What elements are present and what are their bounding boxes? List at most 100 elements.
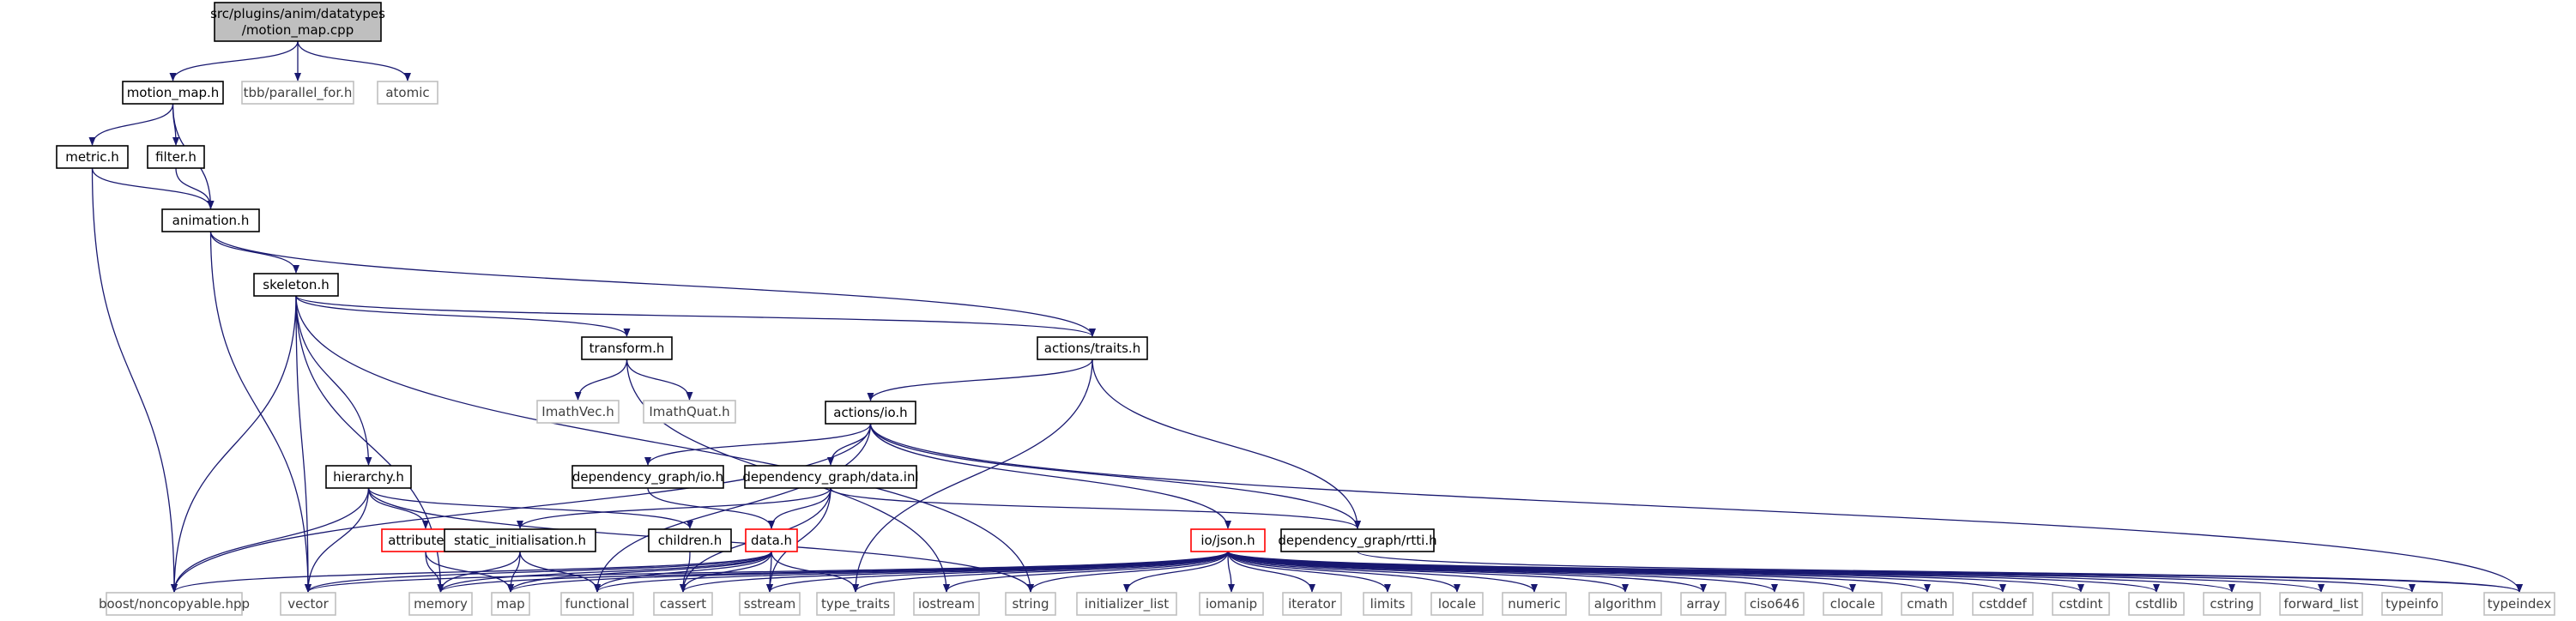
- node-typeinfo[interactable]: typeinfo: [2381, 592, 2443, 616]
- edge-io-json-h-to-functional: [594, 551, 1229, 593]
- node-memory[interactable]: memory: [408, 592, 473, 616]
- node-motion-map-h[interactable]: motion_map.h: [122, 81, 224, 105]
- node-io-json-h[interactable]: io/json.h: [1190, 528, 1266, 552]
- node-box: [745, 528, 798, 552]
- node-dep-graph-data-inl[interactable]: dependency_graph/data.inl: [742, 465, 919, 489]
- node-cstddef[interactable]: cstddef: [1972, 592, 2034, 616]
- node-algorithm[interactable]: algorithm: [1588, 592, 1662, 616]
- node-array[interactable]: array: [1680, 592, 1726, 616]
- node-type-traits[interactable]: type_traits: [816, 592, 895, 616]
- node-functional[interactable]: functional: [560, 592, 634, 616]
- node-actions-io-h[interactable]: actions/io.h: [825, 401, 916, 425]
- node-label: skeleton.h: [263, 277, 329, 292]
- edge: [295, 295, 1034, 593]
- node-cstdlib[interactable]: cstdlib: [2128, 592, 2185, 616]
- edge: [1227, 551, 1315, 593]
- node-box: [816, 592, 895, 616]
- node-typeindex[interactable]: typeindex: [2483, 592, 2555, 616]
- node-numeric[interactable]: numeric: [1502, 592, 1567, 616]
- node-box: [147, 145, 205, 169]
- node-box: [1363, 592, 1412, 616]
- node-label: vector: [287, 596, 329, 612]
- node-limits[interactable]: limits: [1363, 592, 1412, 616]
- node-atomic[interactable]: atomic: [377, 81, 438, 105]
- node-sstream[interactable]: sstream: [739, 592, 801, 616]
- node-box: [2052, 592, 2110, 616]
- node-animation-h[interactable]: animation.h: [161, 208, 260, 232]
- node-vector[interactable]: vector: [280, 592, 336, 616]
- edge-hierarchy-h-to-children-h: [367, 487, 693, 529]
- node-label: children.h: [658, 533, 722, 548]
- edge-io-json-h-to-typeinfo: [1227, 551, 2416, 593]
- node-box: [241, 81, 354, 105]
- edge: [171, 295, 297, 593]
- edge-actions-io-h-to-typeindex: [869, 423, 2523, 593]
- edge-dep-graph-data-inl-to-dep-graph-rtti-h: [830, 487, 1361, 529]
- node-boost-noncopyable[interactable]: boost/noncopyable.hpp: [99, 592, 250, 616]
- node-label: hierarchy.h: [333, 469, 404, 485]
- edge-hierarchy-h-to-boost-noncopyable: [171, 487, 370, 593]
- edge-skeleton-h-to-hierarchy-h: [295, 295, 372, 466]
- node-box: [106, 592, 243, 616]
- edge-metric-h-to-animation-h: [91, 167, 215, 209]
- edge: [295, 295, 311, 593]
- node-dep-graph-rtti-h[interactable]: dependency_graph/rtti.h: [1278, 528, 1437, 552]
- edge: [867, 359, 1093, 401]
- node-box: [2483, 592, 2555, 616]
- node-tbb-parallel-for-h[interactable]: tbb/parallel_for.h: [241, 81, 354, 105]
- edge: [943, 551, 1229, 593]
- node-label: dependency_graph/data.inl: [742, 469, 918, 485]
- edge-io-json-h-to-algorithm: [1227, 551, 1629, 593]
- edge-actions-io-h-to-io-json-h: [869, 423, 1231, 529]
- node-box: [56, 145, 129, 169]
- node-box: [653, 592, 713, 616]
- edge: [1027, 551, 1229, 593]
- node-string[interactable]: string: [1005, 592, 1056, 616]
- node-cassert[interactable]: cassert: [653, 592, 713, 616]
- node-label: dependency_graph/io.h: [572, 469, 723, 485]
- node-ciso646[interactable]: ciso646: [1745, 592, 1805, 616]
- edge-animation-h-to-vector: [209, 231, 311, 593]
- node-label: src/plugins/anim/datatypes: [210, 6, 385, 21]
- edge-io-json-h-to-vector: [305, 551, 1229, 593]
- node-map[interactable]: map: [491, 592, 530, 616]
- edge: [1227, 551, 1391, 593]
- node-children-h[interactable]: children.h: [648, 528, 732, 552]
- edge-io-json-h-to-limits: [1227, 551, 1391, 593]
- edge: [1091, 359, 1361, 529]
- edge: [626, 359, 693, 401]
- node-iomanip[interactable]: iomanip: [1199, 592, 1264, 616]
- node-label: boost/noncopyable.hpp: [99, 596, 250, 612]
- node-skeleton-h[interactable]: skeleton.h: [253, 273, 339, 297]
- node-cstring[interactable]: cstring: [2203, 592, 2261, 616]
- node-iostream[interactable]: iostream: [913, 592, 980, 616]
- node-forward-list[interactable]: forward_list: [2279, 592, 2363, 616]
- node-cmath[interactable]: cmath: [1901, 592, 1954, 616]
- node-data-h[interactable]: data.h: [745, 528, 798, 552]
- edge-actions-traits-h-to-dep-graph-rtti-h: [1091, 359, 1361, 529]
- node-dep-graph-io-h[interactable]: dependency_graph/io.h: [571, 465, 724, 489]
- node-label: actions/traits.h: [1044, 341, 1140, 356]
- edge: [594, 551, 772, 593]
- node-iterator[interactable]: iterator: [1282, 592, 1342, 616]
- node-transform-h[interactable]: transform.h: [581, 336, 673, 360]
- node-filter-h[interactable]: filter.h: [147, 145, 205, 169]
- node-box: [1430, 592, 1484, 616]
- edge-io-json-h-to-numeric: [1227, 551, 1538, 593]
- node-cstdint[interactable]: cstdint: [2052, 592, 2110, 616]
- edge: [305, 551, 1229, 593]
- node-imathquat-h[interactable]: ImathQuat.h: [643, 400, 736, 424]
- edge-io-json-h-to-initializer-list: [1123, 551, 1229, 593]
- node-root[interactable]: src/plugins/anim/datatypes/motion_map.cp…: [210, 2, 385, 42]
- edge: [1227, 551, 1235, 593]
- node-label: motion_map.h: [127, 85, 220, 101]
- node-static-init-h[interactable]: static_initialisation.h: [444, 528, 596, 552]
- node-imathvec-h[interactable]: ImathVec.h: [536, 400, 620, 424]
- edge-dep-graph-data-inl-to-data-h: [768, 487, 831, 529]
- node-hierarchy-h[interactable]: hierarchy.h: [325, 465, 412, 489]
- node-initializer-list[interactable]: initializer_list: [1076, 592, 1177, 616]
- node-clocale[interactable]: clocale: [1823, 592, 1883, 616]
- node-locale[interactable]: locale: [1430, 592, 1484, 616]
- node-metric-h[interactable]: metric.h: [56, 145, 129, 169]
- node-actions-traits-h[interactable]: actions/traits.h: [1037, 336, 1148, 360]
